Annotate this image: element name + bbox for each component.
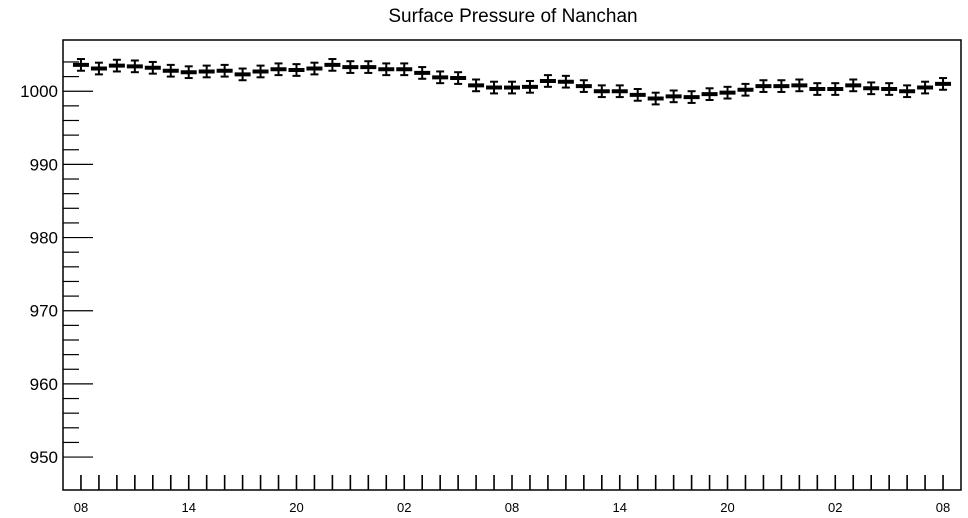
chart-title: Surface Pressure of Nanchan [388,6,637,27]
x-tick-label: 02 [397,500,411,515]
data-point [90,61,107,76]
x-tick-label: 20 [289,500,303,515]
x-tick-label: 08 [74,500,88,515]
data-point [288,63,305,77]
x-tick-label: 08 [505,500,519,515]
x-axis: 08 14 20 02 08 14 20 02 08 [74,475,950,515]
data-point [881,82,898,96]
data-point [450,71,467,85]
data-point [719,85,736,100]
data-point [486,80,503,95]
data-point [629,88,646,102]
data-point [234,67,251,82]
data-point [342,60,359,74]
data-point [611,84,628,99]
data-point [396,62,413,77]
data-point [108,58,125,73]
data-point [701,87,718,101]
data-point [755,79,772,93]
data-point [773,79,790,93]
data-point [809,82,826,96]
data-point [198,64,215,79]
data-point [144,60,161,75]
data-point [539,74,556,88]
data-point [324,58,341,72]
data-point [845,78,862,93]
data-point [378,62,395,77]
data-point [216,63,233,78]
data-series [72,58,952,106]
data-point [665,89,682,104]
y-tick-label: 960 [30,375,58,394]
data-point [432,70,449,85]
y-tick-label: 950 [30,448,58,467]
data-point [791,78,808,93]
data-point [72,58,89,72]
x-tick-label: 20 [720,500,734,515]
data-point [180,65,197,80]
data-point [575,79,592,93]
x-tick-label: 02 [828,500,842,515]
data-point [935,77,952,91]
data-point [521,79,538,94]
data-point [863,81,880,96]
data-point [468,78,485,93]
data-point [270,62,287,77]
data-point [360,60,377,74]
data-point [414,66,431,80]
x-tick-label: 08 [936,500,950,515]
x-tick-label: 14 [181,500,195,515]
data-point [827,82,844,96]
y-tick-label: 970 [30,302,58,321]
y-tick-label: 1000 [20,82,58,101]
x-tick-label: 14 [613,500,627,515]
y-axis: 1000 990 980 970 960 950 [20,61,93,467]
data-point [917,80,934,95]
data-point [504,80,520,95]
data-point [737,82,754,97]
data-point [252,64,269,79]
plot-frame [62,39,962,491]
y-tick-label: 980 [30,229,58,248]
data-point [306,61,323,76]
data-point [126,59,143,74]
data-point [162,63,179,78]
data-point [557,74,574,89]
data-point [683,90,700,104]
data-point [899,84,916,99]
data-point [647,91,664,106]
y-tick-label: 990 [30,155,58,174]
data-point [593,84,610,99]
